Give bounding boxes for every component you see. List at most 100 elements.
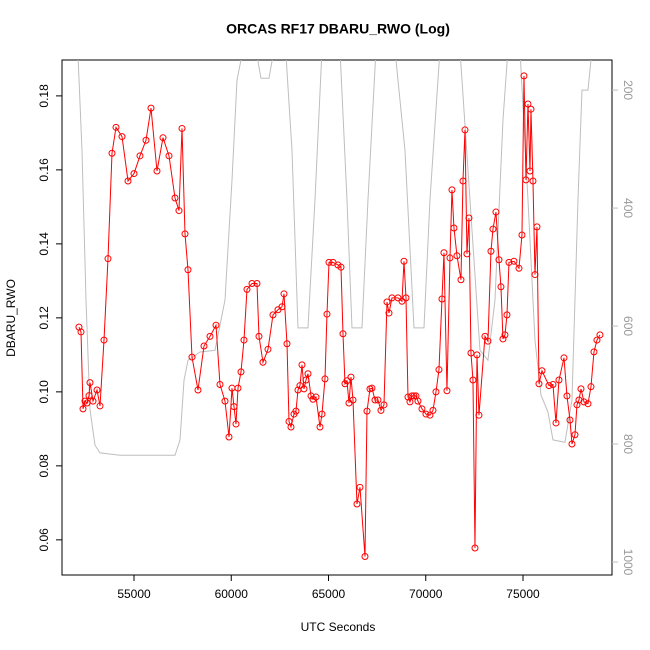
data-point [200,342,208,350]
data-point [283,340,291,348]
data-point [471,544,479,552]
data-point [596,331,604,339]
data-point [555,376,563,384]
data-point [206,332,214,340]
data-point [188,353,196,361]
data-point [560,354,568,362]
y-tick-label: 0.10 [37,380,51,404]
data-point [461,126,469,134]
data-point [467,349,475,357]
data-point [489,225,497,233]
data-point [400,257,408,265]
data-point [175,207,183,215]
plot-area [75,60,604,561]
y2-tick-label: 400 [621,198,635,218]
data-point [93,386,101,394]
data-point [475,411,483,419]
data-point [531,271,539,279]
data-point [535,380,543,388]
data-point [580,398,588,406]
data-point [312,393,320,401]
data-point [304,370,312,378]
data-point [368,384,376,392]
data-point [522,176,530,184]
data-point [587,383,595,391]
x-tick-label: 60000 [215,587,249,601]
y-tick-label: 0.06 [37,528,51,552]
data-point [85,392,93,400]
data-point [316,423,324,431]
data-point [459,177,467,185]
data-point [318,410,326,418]
y2-tick-label: 1000 [621,549,635,576]
data-point [503,311,511,319]
data-point [216,380,224,388]
data-point [538,367,546,375]
data-point [566,416,574,424]
data-point [446,254,454,262]
data-point [529,177,537,185]
data-point [590,348,598,356]
x-tick-label: 70000 [409,587,443,601]
data-point [552,419,560,427]
data-point [240,336,248,344]
data-point [230,403,238,411]
data-point [194,386,202,394]
data-point [153,167,161,175]
data-point [443,387,451,395]
y2-tick-label: 600 [621,316,635,336]
data-point [377,406,385,414]
data-point [100,336,108,344]
data-point [563,392,571,400]
data-point [130,170,138,178]
data-point [463,250,471,258]
data-point [584,400,592,408]
data-line [78,75,601,557]
y-tick-label: 0.08 [37,454,51,478]
data-point [178,124,186,132]
data-point [374,396,382,404]
data-point [510,257,518,265]
data-point [124,177,132,185]
data-point [259,358,267,366]
data-point [465,214,473,222]
data-point [453,252,461,260]
data-point [371,396,379,404]
data-point [524,100,532,108]
data-point [280,290,288,298]
data-point [349,396,357,404]
data-point [300,385,308,393]
data-point [278,303,286,311]
y-tick-label: 0.14 [37,232,51,256]
data-point [495,256,503,264]
data-point [298,361,306,369]
secondary-line [77,60,592,456]
data-point [269,311,277,319]
data-point [571,431,579,439]
x-axis-label: UTC Seconds [301,620,376,634]
y2-tick-label: 800 [621,434,635,454]
y2-tick-label: 200 [621,80,635,100]
data-point [484,337,492,345]
data-point [81,397,89,405]
y-tick-label: 0.18 [37,84,51,108]
data-point [410,392,418,400]
data-point [545,382,553,390]
data-point [356,483,364,491]
data-point [408,392,416,400]
data-point [515,264,523,272]
data-point [243,285,251,293]
y-tick-label: 0.16 [37,158,51,182]
data-point [353,500,361,508]
data-point [487,247,495,255]
data-point [104,255,112,263]
data-point [418,405,426,413]
data-point [264,345,272,353]
data-point [499,335,507,343]
data-point [337,263,345,271]
data-point [505,258,513,266]
y-tick-label: 0.12 [37,306,51,330]
data-point [438,295,446,303]
data-point [593,336,601,344]
